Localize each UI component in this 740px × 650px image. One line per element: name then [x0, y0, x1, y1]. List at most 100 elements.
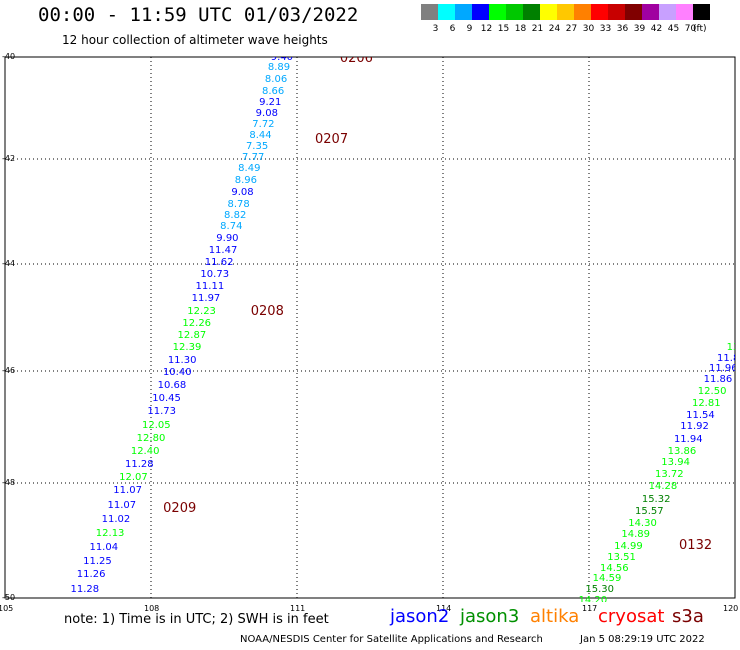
satellite-label-altika: altika — [530, 606, 580, 627]
legend-bin-label: 45 — [667, 24, 680, 34]
lon-tick-label: 120 — [723, 604, 739, 613]
pass-time-label: 0208 — [250, 304, 284, 320]
satellite-label-jason3: jason3 — [460, 606, 520, 627]
legend-swatch — [625, 4, 642, 20]
wave-height-value: 12.39 — [172, 341, 202, 353]
wave-height-value: 15.57 — [635, 506, 664, 518]
wave-height-value: 7.72 — [252, 119, 275, 131]
wave-height-value: 11.8 — [717, 352, 735, 364]
wave-height-value: 14.20 — [578, 595, 608, 602]
wave-height-value: 13.51 — [607, 551, 636, 563]
track-values-area: 9.40 8.89 8.06 8.66 9.21 9.08 7.72 8.44 7.35 7.77… — [5, 57, 735, 602]
wave-height-value: 14.56 — [599, 562, 629, 574]
legend-swatch — [591, 4, 608, 20]
wave-height-value: 8.74 — [220, 221, 243, 233]
lat-tick-label: -42 — [2, 154, 16, 163]
wave-height-value: 13.94 — [661, 456, 690, 468]
wave-height-value: 12.81 — [691, 397, 721, 409]
legend-swatch — [523, 4, 540, 20]
wave-height-value: 14.99 — [614, 540, 643, 552]
legend-bin-label: 18 — [514, 24, 527, 34]
lat-tick-label: -50 — [2, 593, 16, 602]
lon-tick-label: 114 — [436, 604, 452, 613]
wave-height-value: 9.21 — [259, 97, 282, 109]
wave-height-value: 11.25 — [83, 556, 112, 568]
lat-tick-label: -48 — [2, 478, 16, 487]
wave-height-value: 11.07 — [113, 485, 142, 497]
legend-bin-label: 70 — [684, 24, 697, 34]
wave-height-value: 14.30 — [628, 517, 657, 529]
wave-height-value: 11.92 — [680, 421, 709, 433]
satellite-label-jason2: jason2 — [390, 606, 450, 627]
legend-swatch — [557, 4, 574, 20]
legend-bin-label: 15 — [497, 24, 510, 34]
legend-bin-label: 36 — [616, 24, 629, 34]
legend-bin-label: 21 — [531, 24, 544, 34]
wave-height-value: 11.26 — [76, 569, 106, 581]
wave-height-value: 14.59 — [592, 573, 622, 585]
credit-line: NOAA/NESDIS Center for Satellite Applica… — [240, 634, 543, 645]
wave-height-value: 8.96 — [234, 175, 258, 186]
legend-swatch — [642, 4, 659, 20]
lon-tick-label: 108 — [144, 604, 160, 613]
wave-height-value: 9.40 — [270, 57, 294, 63]
wave-height-value: 13.72 — [654, 469, 684, 481]
wave-height-value: 11.02 — [101, 513, 131, 525]
wave-height-value: 14.89 — [621, 529, 651, 541]
wave-height-value: 11.28 — [70, 584, 100, 596]
pass-time-label: 0206 — [339, 57, 373, 67]
wave-height-value: 9.08 — [231, 186, 254, 198]
wave-height-value: 8.06 — [264, 73, 288, 85]
wave-height-value: 11.97 — [191, 293, 221, 305]
legend-bin-label: 6 — [449, 24, 456, 34]
wave-height-value: 12.26 — [182, 318, 212, 330]
wave-height-value: 8.66 — [262, 85, 285, 97]
wave-height-value: 9.08 — [255, 108, 278, 120]
legend-bin-label: 33 — [599, 24, 612, 34]
legend-swatch — [540, 4, 557, 20]
wave-height-value: 9.90 — [216, 233, 239, 245]
lon-tick-label: 105 — [0, 604, 14, 613]
legend-swatch — [659, 4, 676, 20]
legend-swatch — [608, 4, 625, 20]
legend-bin-label: 27 — [565, 24, 578, 34]
wave-height-value: 11.11 — [195, 281, 225, 293]
lat-tick-label: -46 — [2, 366, 16, 375]
map-subtitle: 12 hour collection of altimeter wave hei… — [62, 33, 328, 47]
map-frame — [4, 56, 736, 599]
satellite-label-s3a: s3a — [672, 606, 704, 627]
wave-height-value: 11.94 — [673, 433, 703, 445]
wave-height-value: 11.07 — [107, 499, 137, 511]
wave-height-value: 8.44 — [249, 130, 272, 142]
legend-swatch — [421, 4, 438, 20]
legend-units: (ft) — [693, 24, 707, 34]
legend-bin-label: 3 — [432, 24, 439, 34]
wave-height-value: 11.54 — [686, 409, 715, 421]
wave-height-value: 8.78 — [227, 198, 250, 210]
wave-height-value: 13.86 — [667, 445, 697, 457]
wave-height-value: 15.32 — [641, 494, 671, 506]
footnote: note: 1) Time is in UTC; 2) SWH is in fe… — [64, 612, 329, 627]
wave-height-value: 12.80 — [136, 432, 166, 444]
map-title: 00:00 - 11:59 UTC 01/03/2022 — [38, 4, 359, 26]
wave-height-value: 7.77 — [242, 151, 265, 163]
satellite-label-cryosat: cryosat — [598, 606, 665, 627]
pass-time-label: 0132 — [679, 537, 713, 553]
wave-height-value: 11.73 — [147, 406, 177, 418]
pass-time-label: 0209 — [163, 501, 197, 517]
legend-swatch — [693, 4, 710, 20]
wave-height-value: 10.45 — [152, 393, 181, 405]
legend-swatch — [676, 4, 693, 20]
wave-height-value: 11.47 — [208, 245, 238, 257]
legend-swatch — [472, 4, 489, 20]
legend-bin-label: 9 — [466, 24, 473, 34]
wave-height-value: 11.30 — [167, 354, 197, 366]
wave-height-value: 12.40 — [130, 446, 160, 458]
wave-height-value: 13 — [726, 341, 735, 353]
wave-height-value: 10.73 — [200, 269, 230, 281]
wave-height-value: 11.86 — [703, 374, 733, 386]
generated-timestamp: Jan 5 08:29:19 UTC 2022 — [580, 634, 705, 645]
wave-height-value: 8.49 — [238, 162, 261, 174]
legend-bin-label: 12 — [480, 24, 493, 34]
